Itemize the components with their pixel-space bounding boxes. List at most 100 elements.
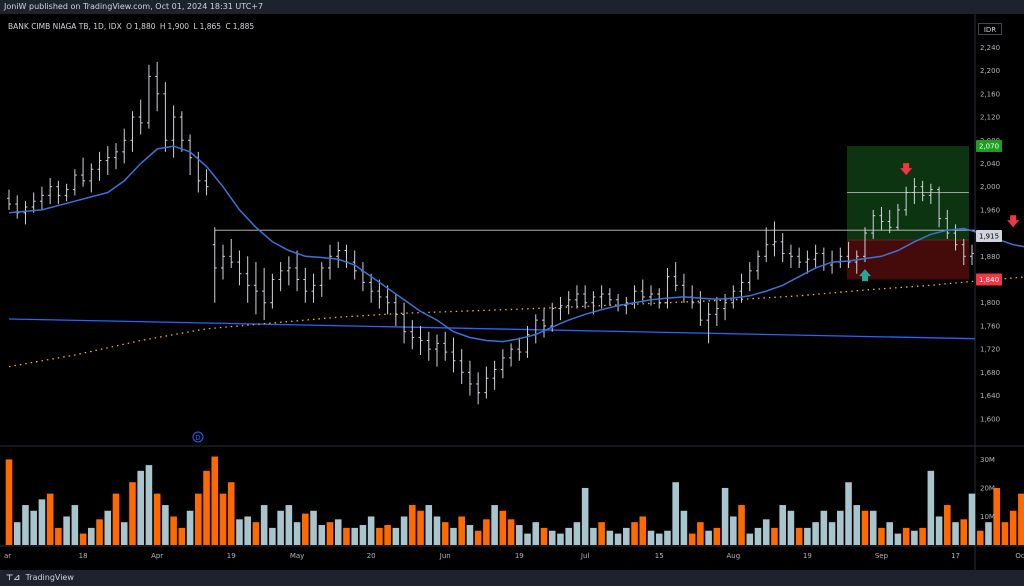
ohlc-bar xyxy=(122,128,127,164)
volume-bar xyxy=(145,465,153,545)
volume-bar xyxy=(598,522,605,545)
ohlc-bar xyxy=(854,250,859,274)
volume-bar xyxy=(211,456,219,545)
volume-bar xyxy=(343,527,350,545)
volume-bar xyxy=(878,527,885,545)
ohlc-bar xyxy=(443,331,448,361)
volume-bar xyxy=(672,482,679,545)
ohlc-bar xyxy=(39,186,44,210)
ohlc-bar xyxy=(558,296,563,321)
volume-bar xyxy=(96,519,103,545)
ohlc-bar xyxy=(72,169,77,196)
ohlc-bar xyxy=(204,169,209,196)
ohlc-bar xyxy=(303,267,308,303)
volume-bar xyxy=(392,527,400,545)
volume-bar xyxy=(71,505,79,545)
chart[interactable]: D 1,600 1,640 1,680 1,720 1,760 1,800 1,840 1,88… xyxy=(0,14,1024,570)
ohlc-bar xyxy=(221,244,225,280)
ohlc-bar xyxy=(846,241,851,268)
ohlc-bar xyxy=(146,64,151,129)
ohlc-bar xyxy=(163,82,168,152)
ohlc-bar xyxy=(879,206,884,231)
volume-bar xyxy=(960,519,968,545)
ohlc-bar xyxy=(435,334,439,367)
price-tick-label: 1,640 xyxy=(980,392,1000,400)
ohlc-bar xyxy=(525,325,530,358)
ohlc-bar xyxy=(476,372,481,405)
ohlc-bar xyxy=(747,262,752,292)
time-tick-label: 19 xyxy=(803,552,812,560)
volume-bar xyxy=(779,505,786,545)
ohlc-bar xyxy=(56,180,61,205)
time-tick-label: 18 xyxy=(79,552,88,560)
volume-bar xyxy=(664,530,671,545)
volume-bar xyxy=(219,493,227,545)
ohlc-bar xyxy=(410,320,415,350)
volume-bar xyxy=(944,505,951,545)
symbol-name: BANK CIMB NIAGA TB, 1D, IDX xyxy=(8,22,122,31)
ohlc-bar xyxy=(253,262,258,315)
volume-bar xyxy=(433,516,441,545)
price-tick-label: 1,680 xyxy=(980,369,1000,377)
volume-bar xyxy=(474,530,482,545)
volume-bar xyxy=(13,522,21,545)
ohlc-bar xyxy=(369,273,374,303)
volume-bar xyxy=(557,533,564,545)
volume-bar xyxy=(46,493,54,545)
ohlc-bar xyxy=(920,180,925,202)
volume-bar xyxy=(458,516,465,545)
ohlc-bars xyxy=(7,61,974,405)
volume-bar xyxy=(590,527,597,545)
volume-bar xyxy=(277,510,284,545)
ohlc-bar xyxy=(739,273,744,303)
ohlc-bar xyxy=(31,192,36,213)
ohlc-bar xyxy=(459,349,464,384)
volume-bar xyxy=(639,516,647,545)
ohlc-bar xyxy=(484,366,489,399)
ohlc-bar xyxy=(681,273,686,303)
currency-button[interactable]: IDR xyxy=(978,23,1002,35)
ohlc-bar xyxy=(607,288,612,306)
volume-bar xyxy=(236,519,243,545)
volume-bar xyxy=(573,522,581,545)
ohlc-bar xyxy=(665,267,670,309)
volume-bar xyxy=(680,510,688,545)
volume-bar xyxy=(516,525,523,545)
volume-bar xyxy=(269,527,276,545)
volume-bar xyxy=(483,519,490,545)
target-price-label-text: 2,070 xyxy=(979,143,999,151)
volume-bar xyxy=(532,522,540,545)
ohlc-bar xyxy=(328,244,332,280)
ohlc-bar xyxy=(114,143,118,170)
close-label: C xyxy=(225,22,231,31)
ohlc-bar xyxy=(895,204,900,231)
publisher-bar: JoniW published on TradingView.com, Oct … xyxy=(0,0,1024,14)
ohlc-bar xyxy=(402,302,407,344)
current-price-label-bg xyxy=(976,230,1002,242)
volume-bar xyxy=(195,493,202,545)
arrow-down-icon xyxy=(900,163,913,176)
volume-tick-label: 30M xyxy=(980,456,995,464)
ohlc-bar xyxy=(426,331,431,361)
ohlc-bar xyxy=(904,186,909,216)
volume-bar xyxy=(894,533,902,545)
footer-bar: ⊤⊿ TradingView xyxy=(0,570,1024,586)
ohlc-bar xyxy=(105,146,110,176)
volume-bar xyxy=(203,470,210,545)
volume-bar xyxy=(79,533,87,545)
volume-bar xyxy=(186,510,194,545)
ohlc-bar xyxy=(500,349,505,379)
volume-bar xyxy=(993,487,1000,545)
price-tick-label: 2,200 xyxy=(980,67,1000,75)
volume-bar xyxy=(400,516,408,545)
volume-bar xyxy=(55,527,62,545)
ohlc-bar xyxy=(237,250,242,286)
volume-bar xyxy=(137,470,144,545)
ohlc-bar xyxy=(467,360,472,396)
volume-bar xyxy=(326,522,334,545)
ohlc-bar xyxy=(393,294,398,326)
volume-bar xyxy=(845,482,852,545)
ohlc-bar xyxy=(599,285,604,309)
stop-price-label-bg xyxy=(976,273,1002,286)
volume-bar xyxy=(771,527,778,545)
